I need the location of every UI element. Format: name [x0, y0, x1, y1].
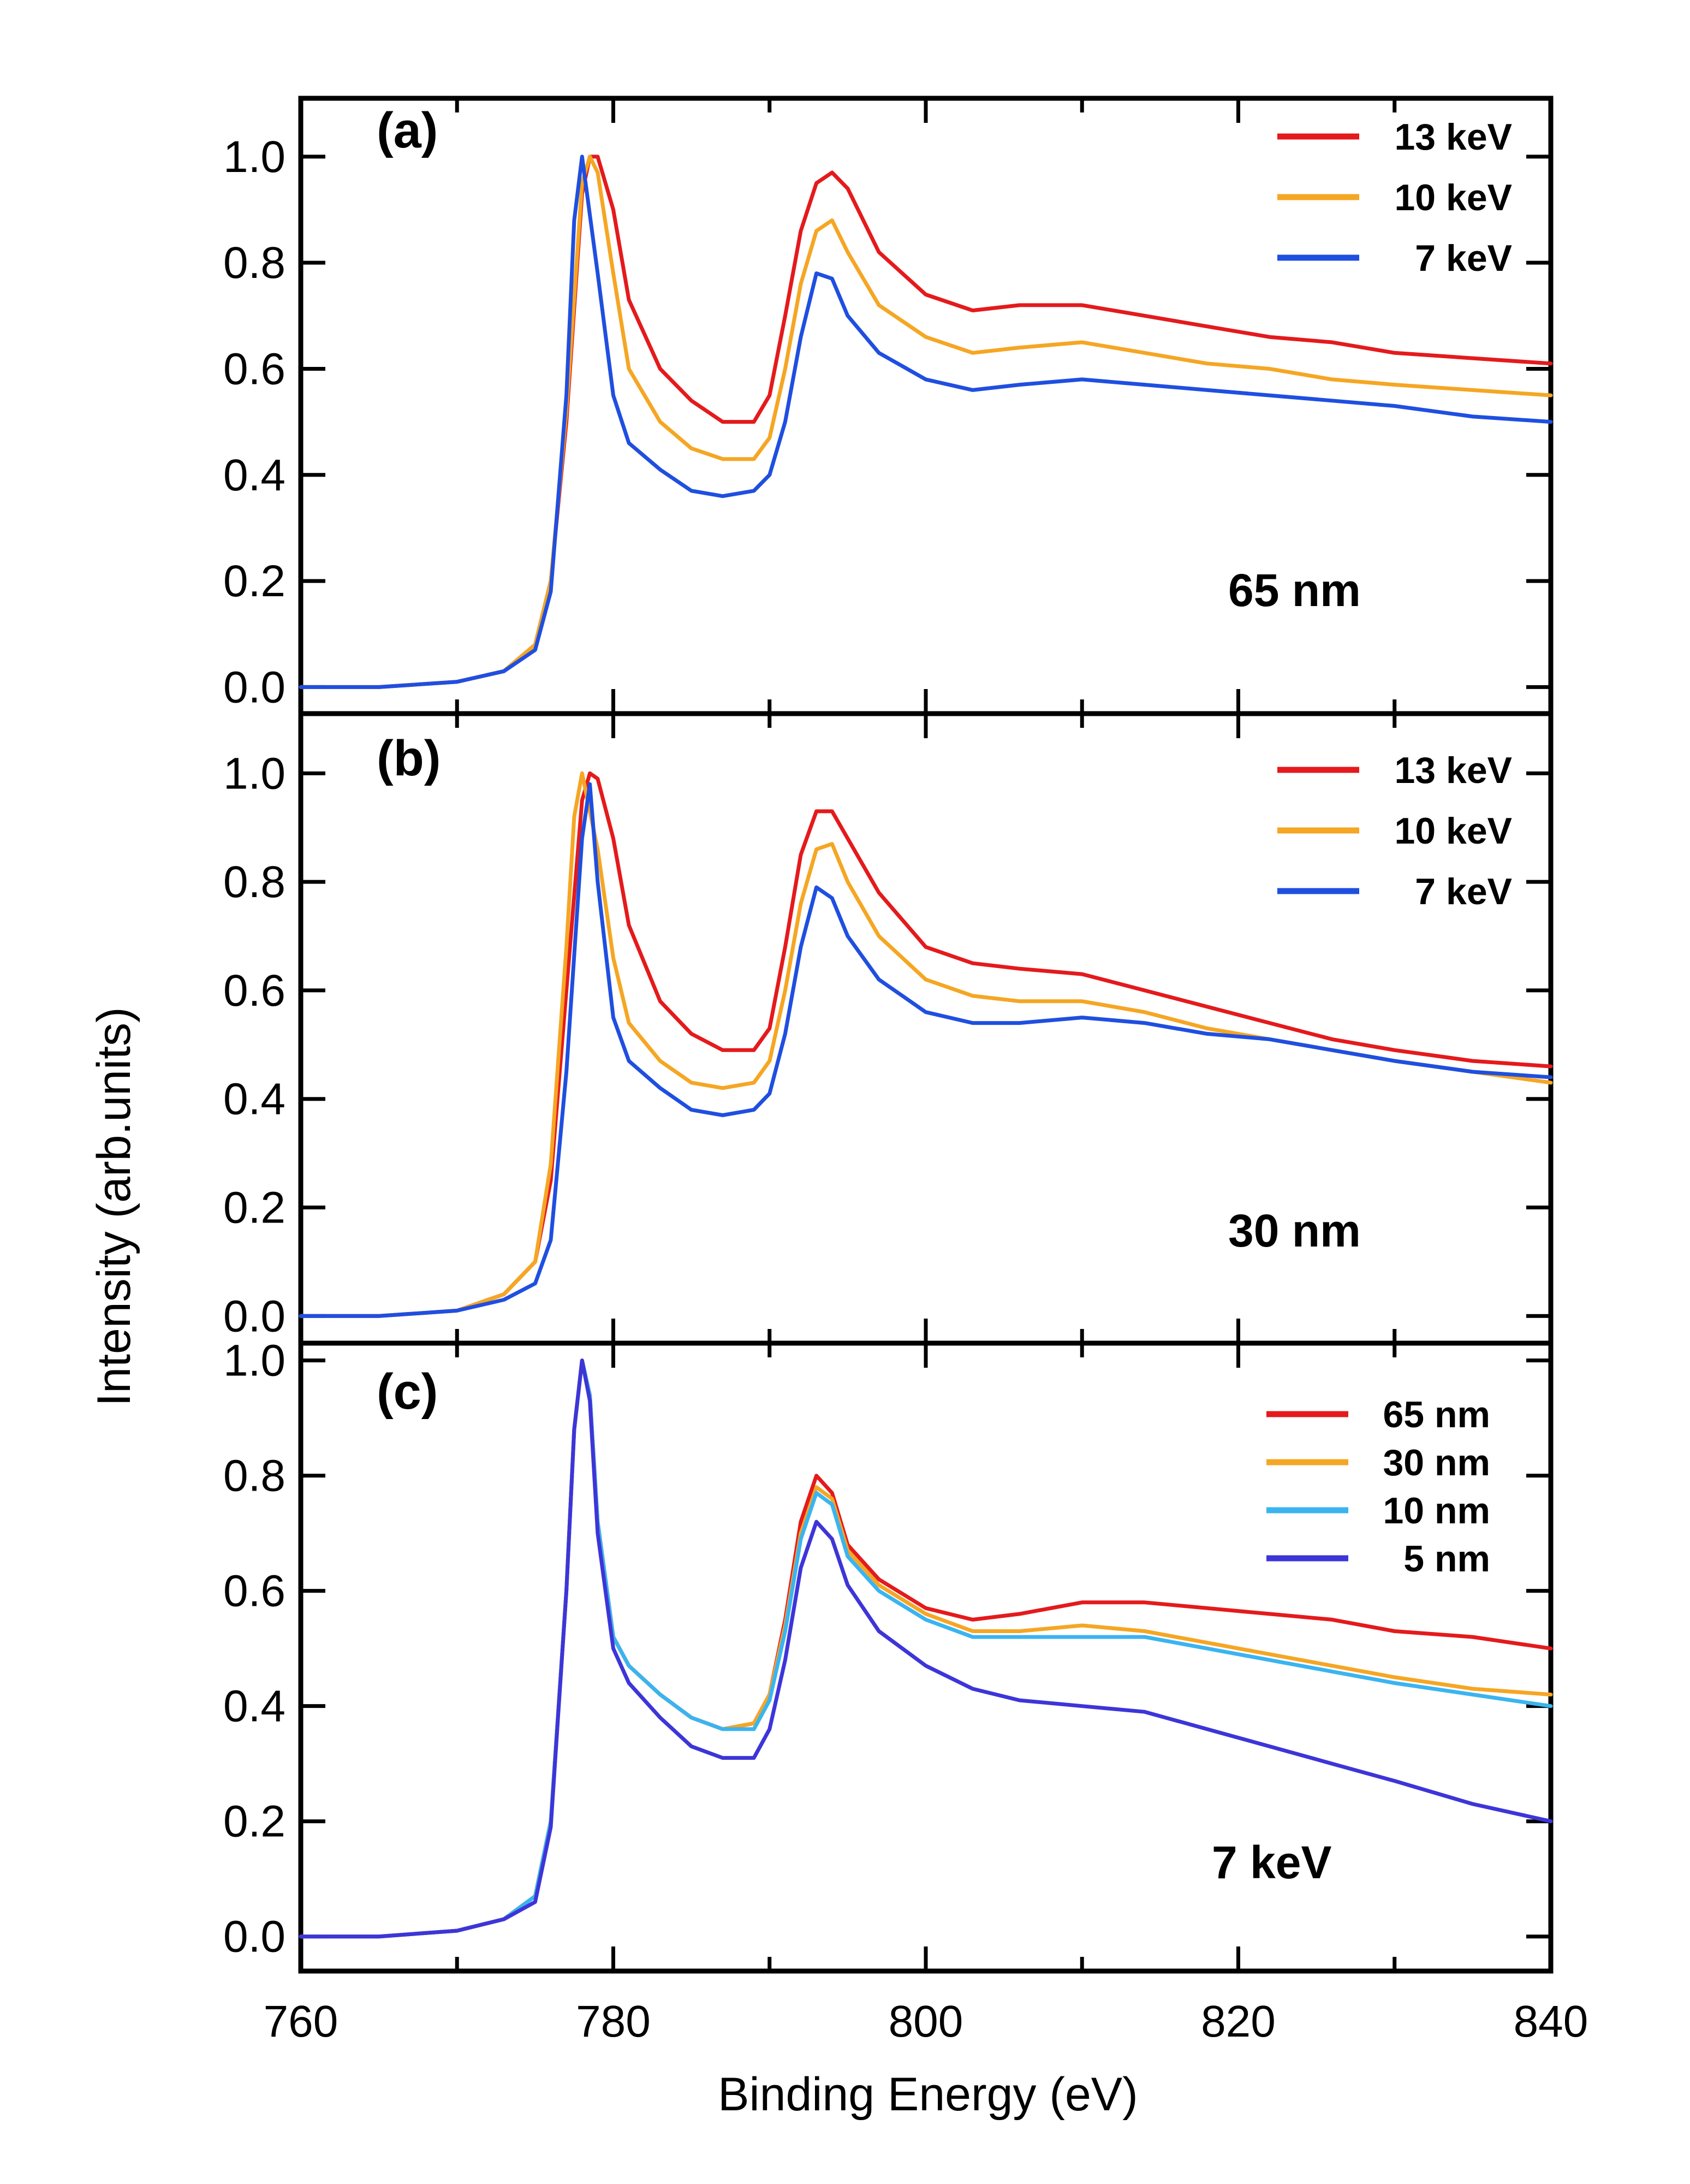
panel-b: 0.0 0.2 0.4 0.6 0.8 1.0 13 keV 10 keV 7 keV (b) 30… [223, 711, 1554, 1346]
legend-label: 5 nm [1403, 1538, 1490, 1580]
y-tick-label: 0.4 [223, 450, 285, 500]
legend-label: 10 keV [1394, 177, 1512, 218]
y-tick-label: 1.0 [223, 749, 285, 798]
series-line-65-nm [299, 1358, 1553, 1939]
y-tick-label: 0.8 [223, 1451, 285, 1501]
x-tick-label: 800 [889, 1997, 963, 2046]
legend-label: 7 keV [1415, 871, 1512, 912]
y-tick-label: 0.2 [223, 1183, 285, 1233]
legend-label: 10 keV [1394, 810, 1512, 852]
y-tick-label: 0.6 [223, 966, 285, 1016]
y-tick-label: 1.0 [223, 132, 285, 182]
y-tick-label: 1.0 [223, 1336, 285, 1386]
series-line-10-nm [299, 1358, 1553, 1939]
series-line-30-nm [299, 1358, 1553, 1939]
series-line-7-keV [299, 155, 1553, 689]
legend-label: 13 keV [1394, 116, 1512, 158]
series-line-13-keV [299, 155, 1553, 689]
series-line-10-keV [299, 771, 1553, 1318]
y-tick-label: 0.6 [223, 344, 285, 394]
x-axis-title: Binding Energy (eV) [718, 2068, 1138, 2121]
y-tick-label: 0.8 [223, 857, 285, 907]
legend-label: 13 keV [1394, 750, 1512, 791]
legend-label: 30 nm [1383, 1442, 1490, 1483]
y-tick-label: 0.2 [223, 1797, 285, 1847]
legend-label: 65 nm [1383, 1394, 1490, 1435]
series-line-13-keV [299, 771, 1553, 1318]
y-tick-label: 0.2 [223, 556, 285, 606]
y-axis-title: Intensity (arb.units) [88, 1007, 140, 1406]
x-tick-label: 820 [1201, 1997, 1276, 2046]
y-tick-label: 0.0 [223, 1291, 285, 1341]
panel-label: (a) [377, 103, 438, 158]
legend-label: 10 nm [1383, 1490, 1490, 1532]
y-tick-label: 0.4 [223, 1682, 285, 1731]
y-tick-label: 0.0 [223, 662, 285, 712]
panel-annotation: 7 keV [1212, 1837, 1332, 1888]
plot-frame [298, 96, 1554, 716]
panel-c: 0.0 0.2 0.4 0.6 0.8 1.0 65 nm 30 nm 10 nm 5 nm (c)… [223, 1336, 1554, 1974]
x-tick-label: 780 [576, 1997, 651, 2046]
panel-label: (b) [377, 731, 441, 786]
plot-frame [298, 1340, 1554, 1974]
panel-annotation: 30 nm [1228, 1205, 1361, 1256]
y-tick-label: 0.0 [223, 1912, 285, 1962]
plot-frame [298, 711, 1554, 1346]
y-tick-label: 0.4 [223, 1075, 285, 1124]
panel-annotation: 65 nm [1228, 565, 1361, 616]
panel-a: 0.0 0.2 0.4 0.6 0.8 1.0 13 keV 10 keV 7 keV (a) 65… [223, 96, 1554, 716]
x-tick-label: 760 [264, 1997, 338, 2046]
legend-label: 7 keV [1415, 238, 1512, 279]
x-tick-label: 840 [1514, 1997, 1588, 2046]
series-line-10-keV [299, 155, 1553, 689]
series-line-5-nm [299, 1358, 1553, 1939]
y-tick-label: 0.8 [223, 238, 285, 288]
panel-label: (c) [377, 1364, 438, 1420]
series-line-7-keV [299, 782, 1553, 1318]
y-tick-label: 0.6 [223, 1566, 285, 1616]
